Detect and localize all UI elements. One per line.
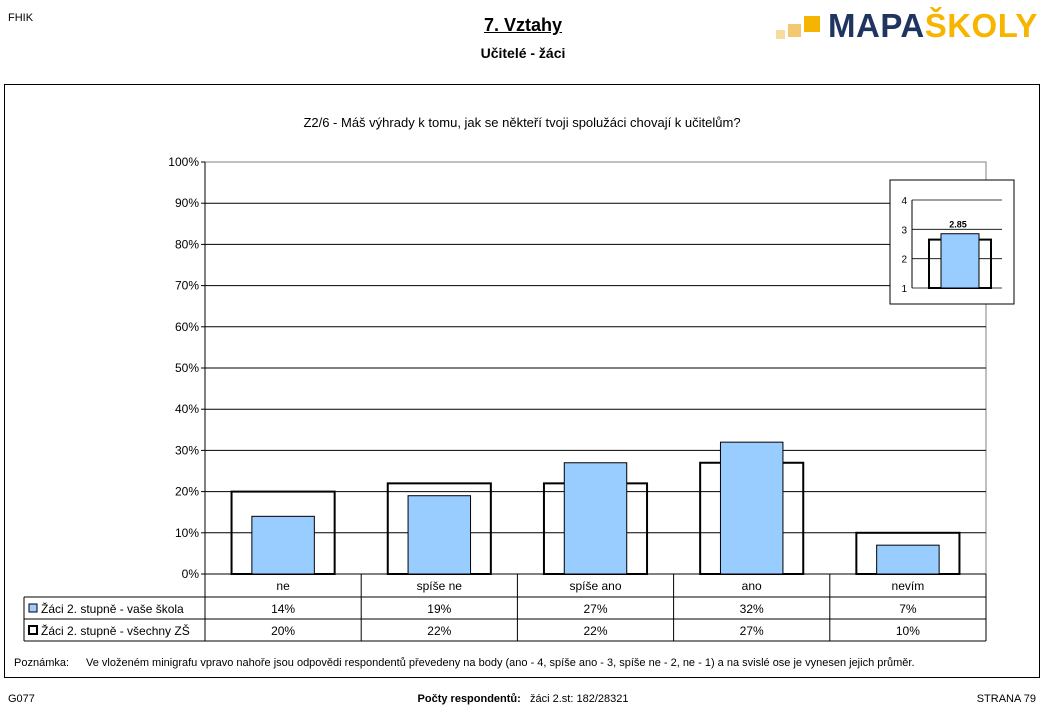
inset-y-tick-label: 4 [901, 196, 907, 207]
mapa-skoly-logo: MAPAŠKOLY [776, 7, 1037, 44]
note-label: Poznámka: [14, 657, 70, 669]
legend-key-all-schools [28, 625, 38, 635]
logo-text: MAPAŠKOLY [828, 7, 1038, 44]
respondent-count-label: Počty respondentů: [417, 693, 521, 705]
data-label-all-schools: 22% [427, 624, 451, 638]
data-label-all-schools: 20% [271, 624, 295, 638]
data-label-your-school: 32% [740, 602, 764, 616]
bar-your-school [719, 441, 784, 575]
category-label: spíše ano [569, 579, 621, 593]
inset-y-tick-label: 3 [901, 225, 907, 236]
y-tick-label: 60% [175, 320, 199, 334]
data-label-your-school: 7% [899, 602, 917, 616]
y-tick-label: 80% [175, 237, 199, 251]
legend-label-all-schools: Žáci 2. stupně - všechny ZŠ [41, 623, 190, 638]
y-tick-label: 10% [175, 526, 199, 540]
data-label-all-schools: 27% [740, 624, 764, 638]
inset-y-tick-label: 2 [901, 255, 907, 266]
logo-square-1 [776, 30, 785, 39]
data-label-your-school: 14% [271, 602, 295, 616]
bar-your-school [563, 462, 628, 575]
chart-panel [4, 84, 1040, 678]
legend-key-your-school [28, 603, 38, 613]
logo-square-2 [788, 24, 801, 37]
bar-your-school [251, 515, 315, 575]
legend-label-your-school: Žáci 2. stupně - vaše škola [41, 601, 184, 616]
footer-code: G077 [8, 693, 35, 705]
inset-bar-your-school [940, 233, 980, 289]
y-tick-label: 0% [182, 567, 200, 581]
y-tick-label: 50% [175, 361, 199, 375]
y-tick-label: 20% [175, 485, 199, 499]
category-label: ano [742, 579, 762, 593]
logo-square-3 [804, 16, 820, 32]
y-tick-label: 70% [175, 279, 199, 293]
data-label-all-schools: 22% [583, 624, 607, 638]
y-tick-label: 30% [175, 443, 199, 457]
page-number: STRANA 79 [976, 693, 1036, 705]
page-title: 7. Vztahy [483, 15, 563, 35]
bar-your-school [407, 495, 472, 575]
respondent-count-value: žáci 2.st: 182/28321 [530, 693, 629, 705]
y-tick-label: 100% [168, 155, 199, 169]
inset-y-tick-label: 1 [901, 284, 907, 295]
note-text: Ve vloženém minigrafu vpravo nahoře jsou… [86, 657, 915, 669]
data-label-your-school: 27% [583, 602, 607, 616]
y-tick-label: 40% [175, 402, 199, 416]
y-tick-label: 90% [175, 196, 199, 210]
page-subtitle: Učitelé - žáci [480, 45, 566, 61]
data-label-all-schools: 10% [896, 624, 920, 638]
report-code: FHIK [8, 12, 34, 24]
data-label-your-school: 19% [427, 602, 451, 616]
category-label: ne [276, 579, 290, 593]
inset-value-label: 2.85 [949, 220, 967, 230]
chart-title: Z2/6 - Máš výhrady k tomu, jak se někteř… [303, 115, 741, 130]
bar-your-school [876, 544, 940, 575]
respondent-count: Počty respondentů: žáci 2.st: 182/28321 [0, 693, 1046, 705]
category-label: spíše ne [417, 579, 463, 593]
category-label: nevím [892, 579, 925, 593]
